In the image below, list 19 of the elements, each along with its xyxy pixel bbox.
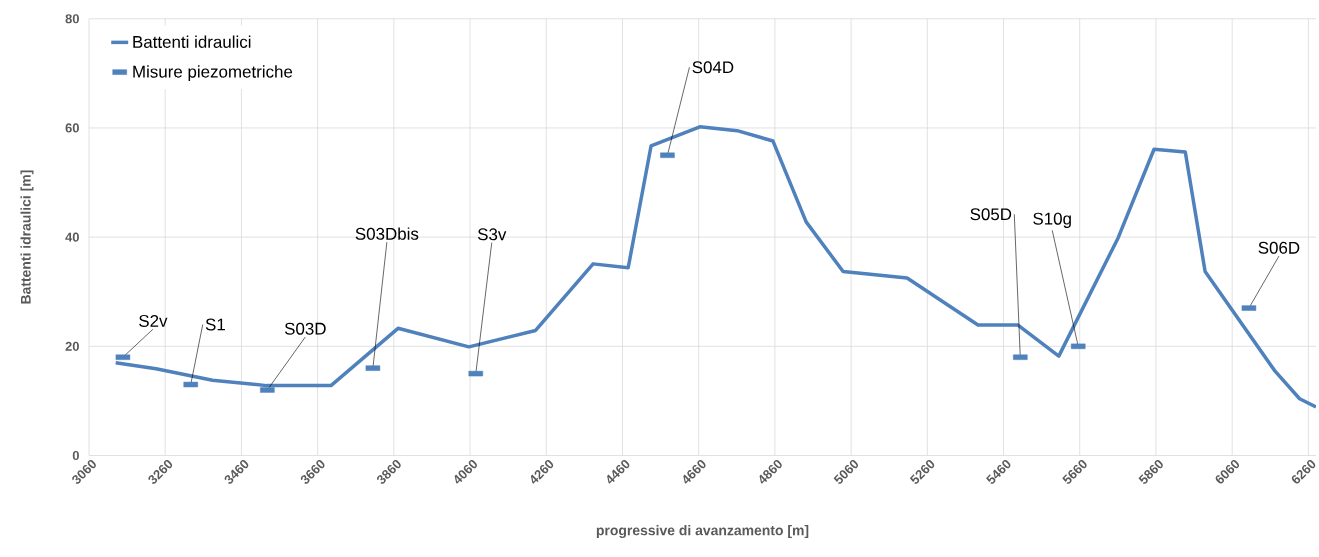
annotation: S06D [1258,241,1300,254]
annotation: S04D [692,61,734,74]
x-axis-title: progressive di avanzamento [m] [596,525,809,539]
annotation: S3v [477,228,507,241]
y-axis-title: Battenti idraulici [m] [20,170,34,304]
annotation: S2v [139,314,168,327]
line-series [113,125,1316,409]
legend-label: Misure piezometriche [133,65,293,82]
annotation: S05D [970,208,1012,221]
y-tick-label: 0 [72,450,79,461]
annotation: S1 [205,318,225,331]
annotation: S03D [284,322,326,335]
annotation: S10g [1033,212,1071,229]
legend-label: Battenti idraulici [133,35,251,48]
y-tick-label: 40 [65,232,79,242]
y-tick-label: 60 [65,123,79,133]
annotation: S03Dbis [355,227,419,240]
y-tick-label: 80 [65,14,79,24]
y-tick-label: 20 [65,341,79,351]
